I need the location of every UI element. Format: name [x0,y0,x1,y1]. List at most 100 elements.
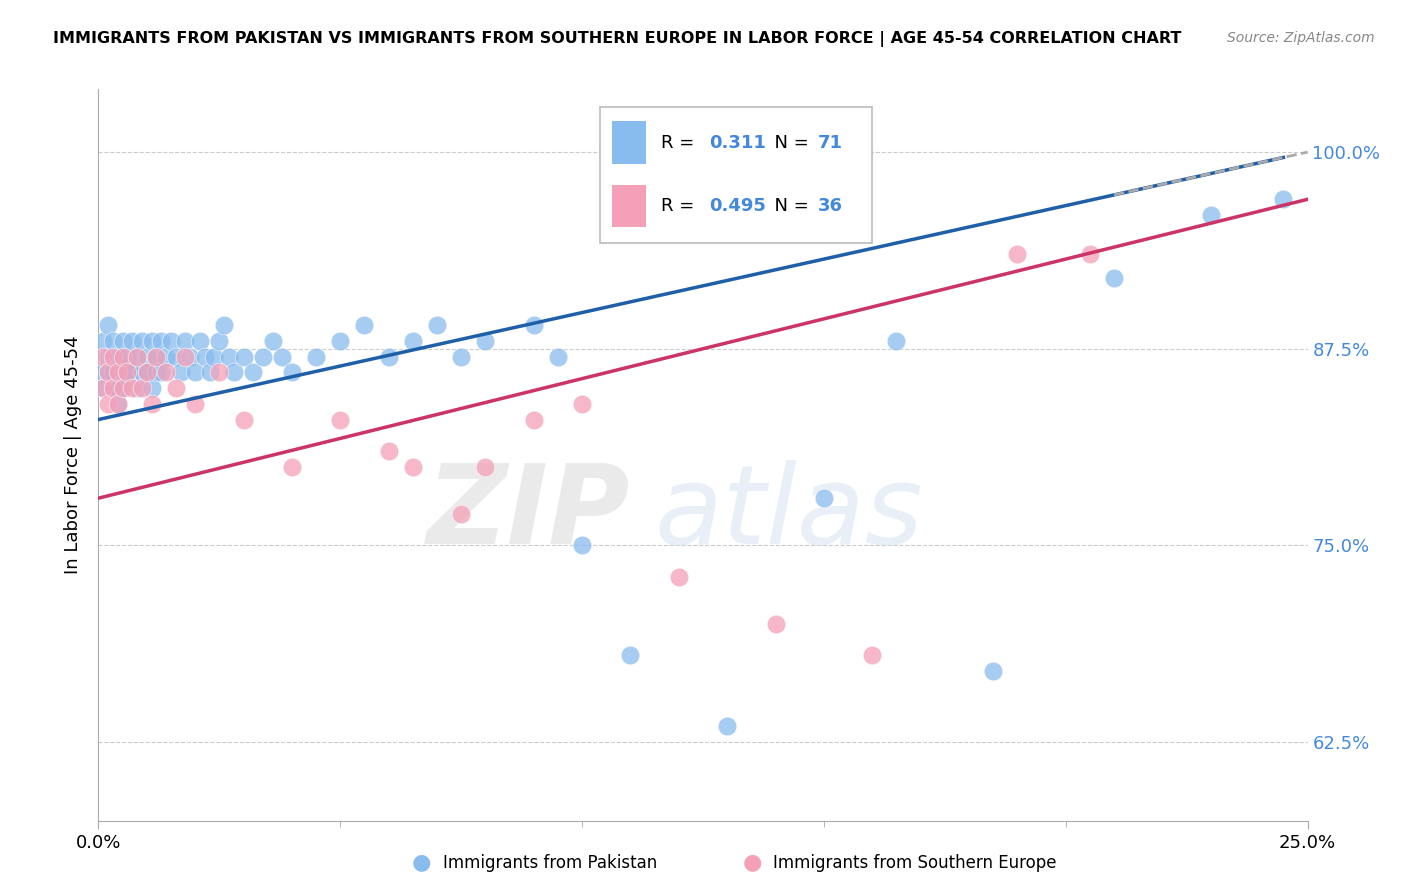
Point [97,318,120,333]
Point [127,350,149,364]
Text: Immigrants from Pakistan: Immigrants from Pakistan [443,855,657,872]
Point [107,350,129,364]
Point [111,365,134,379]
Point [117,350,139,364]
Point [981,664,1004,678]
Point [1078,247,1101,261]
Point [886,334,908,348]
FancyBboxPatch shape [613,185,647,227]
Point [1199,208,1222,222]
Point [121,381,143,395]
Point [668,570,690,584]
Point [155,350,177,364]
Point [184,365,207,379]
Point [1102,271,1125,285]
Text: R =: R = [661,197,700,215]
Point [426,318,449,333]
Point [271,350,294,364]
Point [281,459,304,474]
Point [117,365,139,379]
Point [117,365,139,379]
Point [252,350,274,364]
Point [107,397,129,411]
Text: 0.311: 0.311 [709,134,766,152]
Point [860,648,883,663]
Point [101,350,124,364]
Point [305,350,328,364]
Point [121,365,143,379]
Point [402,334,425,348]
Point [571,538,593,552]
Point [218,350,240,364]
Text: N =: N = [763,134,815,152]
Point [402,459,425,474]
Point [547,350,569,364]
Point [101,334,124,348]
Point [127,381,149,395]
Point [523,318,546,333]
Point [212,318,235,333]
Point [135,365,157,379]
Point [262,334,284,348]
Point [135,350,157,364]
Point [101,381,124,395]
Point [145,350,167,364]
Text: 71: 71 [818,134,842,152]
Point [121,334,143,348]
Point [127,350,149,364]
Point [232,412,254,426]
Point [141,381,163,395]
Text: ●: ● [412,853,432,872]
Text: Immigrants from Southern Europe: Immigrants from Southern Europe [773,855,1057,872]
Point [150,334,173,348]
Point [131,365,153,379]
Point [474,334,496,348]
Point [91,350,114,364]
Point [111,381,134,395]
Point [450,350,472,364]
Point [377,444,399,458]
Point [208,365,231,379]
Point [97,365,120,379]
Point [450,507,472,521]
Point [155,365,177,379]
Point [174,350,197,364]
Text: atlas: atlas [655,460,924,567]
Point [135,365,157,379]
Point [174,334,197,348]
Point [208,334,231,348]
Point [141,397,163,411]
Point [160,334,183,348]
Point [242,365,264,379]
Point [131,334,153,348]
Point [1272,192,1295,206]
Point [145,365,167,379]
Point [1007,247,1029,261]
Point [131,381,153,395]
Point [571,397,593,411]
Point [91,381,114,395]
Point [97,397,120,411]
Point [329,334,352,348]
Point [91,334,114,348]
Point [198,365,221,379]
Y-axis label: In Labor Force | Age 45-54: In Labor Force | Age 45-54 [65,335,83,574]
Point [141,334,163,348]
Point [204,350,226,364]
Point [107,365,129,379]
Point [474,459,496,474]
Point [101,365,124,379]
Point [523,412,546,426]
Point [97,365,120,379]
Point [91,365,114,379]
Point [194,350,217,364]
Point [222,365,245,379]
Point [165,381,187,395]
Point [179,350,201,364]
FancyBboxPatch shape [600,107,872,243]
Point [765,617,787,632]
Text: IMMIGRANTS FROM PAKISTAN VS IMMIGRANTS FROM SOUTHERN EUROPE IN LABOR FORCE | AGE: IMMIGRANTS FROM PAKISTAN VS IMMIGRANTS F… [53,31,1182,47]
Point [111,350,134,364]
Point [813,491,835,505]
Text: 36: 36 [818,197,842,215]
